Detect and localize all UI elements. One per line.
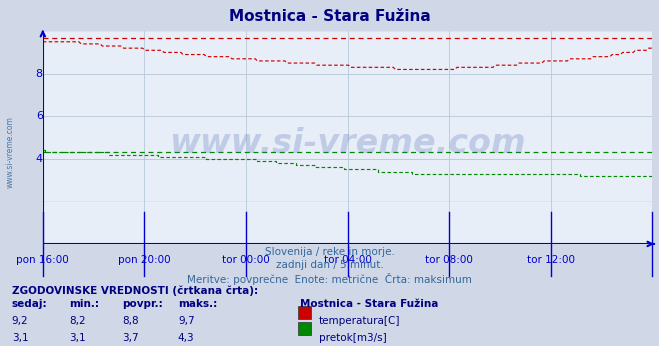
Text: tor 04:00: tor 04:00 bbox=[324, 255, 372, 265]
Text: 4: 4 bbox=[36, 154, 43, 164]
Text: pretok[m3/s]: pretok[m3/s] bbox=[319, 333, 387, 343]
Text: 3,1: 3,1 bbox=[12, 333, 28, 343]
Text: maks.:: maks.: bbox=[178, 299, 217, 309]
Text: povpr.:: povpr.: bbox=[122, 299, 163, 309]
Text: zadnji dan / 5 minut.: zadnji dan / 5 minut. bbox=[275, 260, 384, 270]
Text: 9,2: 9,2 bbox=[12, 316, 28, 326]
Text: sedaj:: sedaj: bbox=[12, 299, 47, 309]
Text: tor 08:00: tor 08:00 bbox=[425, 255, 473, 265]
Text: min.:: min.: bbox=[69, 299, 100, 309]
Text: temperatura[C]: temperatura[C] bbox=[319, 316, 401, 326]
Text: 4,3: 4,3 bbox=[178, 333, 194, 343]
Text: 8,8: 8,8 bbox=[122, 316, 138, 326]
Text: Slovenija / reke in morje.: Slovenija / reke in morje. bbox=[264, 247, 395, 257]
Text: tor 00:00: tor 00:00 bbox=[222, 255, 270, 265]
Text: pon 16:00: pon 16:00 bbox=[16, 255, 69, 265]
Text: 9,7: 9,7 bbox=[178, 316, 194, 326]
Text: www.si-vreme.com: www.si-vreme.com bbox=[5, 116, 14, 188]
Text: Mostnica - Stara Fužina: Mostnica - Stara Fužina bbox=[229, 9, 430, 24]
Text: 3,1: 3,1 bbox=[69, 333, 86, 343]
Text: 8,2: 8,2 bbox=[69, 316, 86, 326]
Text: 3,7: 3,7 bbox=[122, 333, 138, 343]
Text: www.si-vreme.com: www.si-vreme.com bbox=[169, 127, 526, 161]
Text: Mostnica - Stara Fužina: Mostnica - Stara Fužina bbox=[300, 299, 438, 309]
Text: tor 12:00: tor 12:00 bbox=[527, 255, 575, 265]
Text: 8: 8 bbox=[36, 69, 43, 79]
Text: pon 20:00: pon 20:00 bbox=[118, 255, 171, 265]
Text: ZGODOVINSKE VREDNOSTI (črtkana črta):: ZGODOVINSKE VREDNOSTI (črtkana črta): bbox=[12, 285, 258, 296]
Text: 6: 6 bbox=[36, 111, 43, 121]
Text: Meritve: povprečne  Enote: metrične  Črta: maksimum: Meritve: povprečne Enote: metrične Črta:… bbox=[187, 273, 472, 285]
